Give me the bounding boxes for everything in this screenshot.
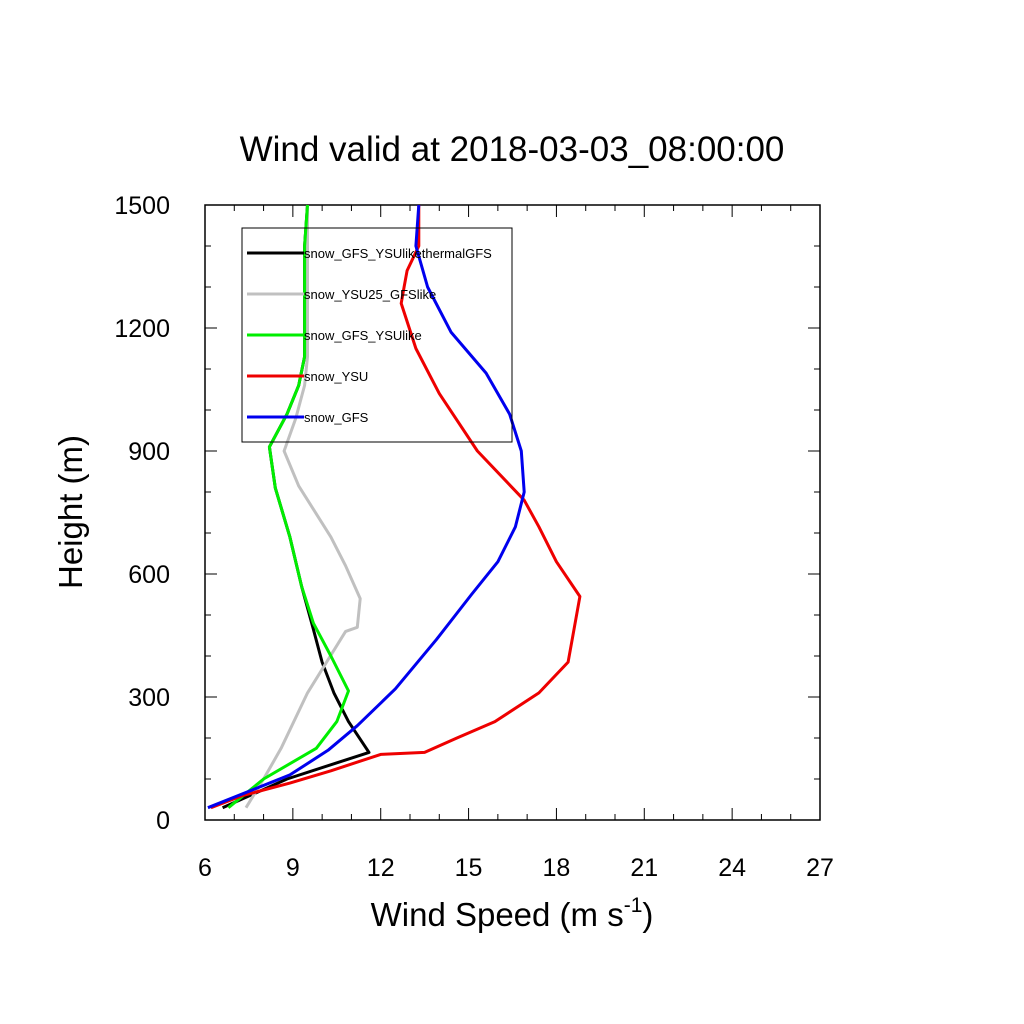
legend-label: snow_GFS: [304, 410, 369, 425]
series-line-snow_YSU: [210, 205, 582, 810]
x-tick-label: 18: [543, 854, 571, 882]
plot-frame: [204, 204, 821, 821]
y-tick-label: 300: [128, 684, 170, 712]
legend-label: snow_GFS_YSUlikethermalGFS: [304, 246, 492, 261]
y-tick-label: 1200: [114, 315, 170, 343]
y-tick-label: 0: [156, 807, 170, 835]
x-tick-label: 15: [455, 854, 483, 882]
x-tick-label: 6: [198, 854, 212, 882]
x-axis-label-text: Wind Speed (m s: [371, 896, 624, 933]
x-axis-label-end: ): [642, 896, 653, 933]
series-line-snow_YSU25_GFSlike: [244, 205, 362, 809]
legend-label: snow_GFS_YSUlike: [304, 328, 422, 343]
series-line-snow_GFS_YSUlike: [227, 204, 350, 809]
y-axis-label: Height (m): [52, 435, 89, 589]
x-tick-label: 9: [286, 854, 300, 882]
x-tick-label: 24: [718, 854, 746, 882]
legend-box: [241, 227, 513, 443]
x-tick-label: 27: [806, 854, 834, 882]
legend-label: snow_YSU25_GFSlike: [304, 287, 436, 302]
plot-area: [204, 204, 821, 821]
legend-label: snow_YSU: [304, 369, 368, 384]
x-tick-label: 21: [630, 854, 658, 882]
series-line-snow_GFS: [207, 204, 526, 810]
x-axis-label-superscript: -1: [624, 894, 643, 917]
y-tick-label: 1500: [114, 192, 170, 220]
y-tick-label: 900: [128, 438, 170, 466]
series-lines: [207, 204, 582, 810]
y-tick-label: 600: [128, 561, 170, 589]
legend: snow_GFS_YSUlikethermalGFS snow_YSU25_GFS…: [241, 227, 513, 443]
chart-title: Wind valid at 2018-03-03_08:00:00: [240, 130, 785, 169]
x-axis-label: Wind Speed (m s-1): [371, 894, 654, 933]
x-tick-label: 12: [367, 854, 395, 882]
